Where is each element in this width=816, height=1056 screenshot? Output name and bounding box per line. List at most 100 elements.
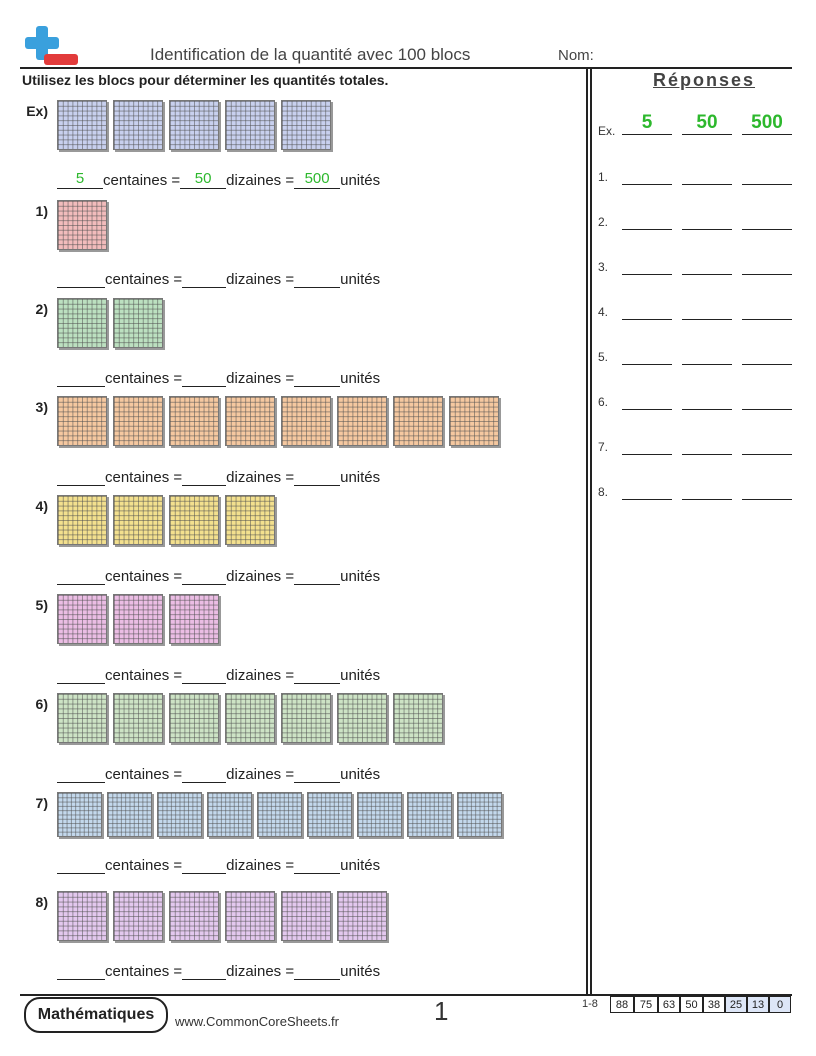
answer-blank[interactable] <box>682 260 732 275</box>
units-blank[interactable] <box>294 855 341 874</box>
units-blank[interactable] <box>294 368 341 387</box>
hundreds-blank[interactable] <box>57 764 105 783</box>
hundred-block <box>113 298 163 348</box>
answer-blank[interactable] <box>742 260 792 275</box>
units-blank[interactable] <box>294 467 341 486</box>
hundred-block <box>57 495 107 545</box>
tens-blank[interactable] <box>182 269 227 288</box>
hundred-block <box>281 891 331 941</box>
problem-answer-line: centaines = dizaines = unités <box>57 566 380 588</box>
answer-row-label: 8. <box>598 485 609 499</box>
plus-minus-icon <box>25 26 78 65</box>
units-blank[interactable] <box>294 566 341 585</box>
answer-example-hundreds: 5 <box>622 112 672 135</box>
hundreds-blank[interactable] <box>57 467 105 486</box>
hundred-block <box>337 891 387 941</box>
problem-label: 5) <box>35 597 48 613</box>
problem-label: 8) <box>35 894 48 910</box>
answer-blank[interactable] <box>622 440 672 455</box>
tens-label: dizaines = <box>226 963 295 980</box>
answer-blank[interactable] <box>742 485 792 500</box>
hundred-block <box>57 396 107 446</box>
hundred-block <box>357 792 402 837</box>
hundred-block <box>57 891 107 941</box>
hundred-block <box>57 200 107 250</box>
answer-blank[interactable] <box>742 395 792 410</box>
score-cell: 38 <box>703 996 725 1013</box>
hundred-block <box>113 396 163 446</box>
hundred-block <box>257 792 302 837</box>
hundreds-blank[interactable] <box>57 368 105 387</box>
hundreds-blank: 5 <box>57 170 103 189</box>
tens-label: dizaines = <box>226 766 295 783</box>
answer-blank[interactable] <box>622 260 672 275</box>
answer-blank[interactable] <box>622 485 672 500</box>
tens-blank[interactable] <box>182 855 227 874</box>
score-cell: 0 <box>769 996 791 1013</box>
hundred-block <box>393 693 443 743</box>
problem-answer-line: centaines = dizaines = unités <box>57 467 380 489</box>
answer-blank[interactable] <box>682 215 732 230</box>
tens-blank[interactable] <box>182 467 227 486</box>
hundred-block <box>169 891 219 941</box>
tens-label: dizaines = <box>226 172 295 189</box>
example-label: Ex) <box>26 103 48 119</box>
answer-blank[interactable] <box>742 215 792 230</box>
answer-blank[interactable] <box>622 170 672 185</box>
answer-blank[interactable] <box>742 305 792 320</box>
tens-blank[interactable] <box>182 566 227 585</box>
answer-row-label: 5. <box>598 350 609 364</box>
tens-blank[interactable] <box>182 368 227 387</box>
units-blank[interactable] <box>294 961 341 980</box>
score-cell: 13 <box>747 996 769 1013</box>
answer-blank[interactable] <box>682 395 732 410</box>
score-cell: 63 <box>658 996 680 1013</box>
answer-blank[interactable] <box>742 440 792 455</box>
hundred-block <box>307 792 352 837</box>
instructions: Utilisez les blocs pour déterminer les q… <box>22 72 389 88</box>
hundreds-blank[interactable] <box>57 665 105 684</box>
answer-blank[interactable] <box>622 215 672 230</box>
problem-answer-line: centaines = dizaines = unités <box>57 269 380 291</box>
hundreds-blank[interactable] <box>57 855 105 874</box>
hundred-block <box>281 100 331 150</box>
hundred-block <box>407 792 452 837</box>
website-link[interactable]: www.CommonCoreSheets.fr <box>175 1014 339 1029</box>
units-blank[interactable] <box>294 665 341 684</box>
answer-row: 2. <box>598 215 794 231</box>
units-blank[interactable] <box>294 269 341 288</box>
answer-blank[interactable] <box>742 170 792 185</box>
name-label: Nom: <box>558 47 594 64</box>
answer-blank[interactable] <box>622 350 672 365</box>
answer-blank[interactable] <box>682 485 732 500</box>
hundred-block <box>57 298 107 348</box>
answer-row-label: 4. <box>598 305 609 319</box>
answer-row: 5. <box>598 350 794 366</box>
hundred-block <box>57 693 107 743</box>
units-label: unités <box>340 963 381 980</box>
answer-blank[interactable] <box>742 350 792 365</box>
answer-blank[interactable] <box>622 305 672 320</box>
answer-row: 1. <box>598 170 794 186</box>
tens-blank[interactable] <box>182 665 227 684</box>
example-answer-line: 5 centaines = 50 dizaines = 500 unités <box>57 170 380 192</box>
problem-label: 1) <box>35 203 48 219</box>
tens-blank[interactable] <box>182 961 227 980</box>
hundreds-blank[interactable] <box>57 269 105 288</box>
hundreds-label: centaines = <box>105 271 183 288</box>
answer-blank[interactable] <box>682 440 732 455</box>
units-blank[interactable] <box>294 764 341 783</box>
hundreds-blank[interactable] <box>57 961 105 980</box>
answer-blank[interactable] <box>682 350 732 365</box>
answer-blank[interactable] <box>682 170 732 185</box>
hundred-block <box>225 693 275 743</box>
answer-blank[interactable] <box>682 305 732 320</box>
tens-blank[interactable] <box>182 764 227 783</box>
hundreds-blank[interactable] <box>57 566 105 585</box>
score-cell: 25 <box>725 996 747 1013</box>
hundred-block <box>225 396 275 446</box>
units-label: unités <box>340 271 381 288</box>
score-cell: 75 <box>634 996 658 1013</box>
tens-label: dizaines = <box>226 370 295 387</box>
answer-blank[interactable] <box>622 395 672 410</box>
